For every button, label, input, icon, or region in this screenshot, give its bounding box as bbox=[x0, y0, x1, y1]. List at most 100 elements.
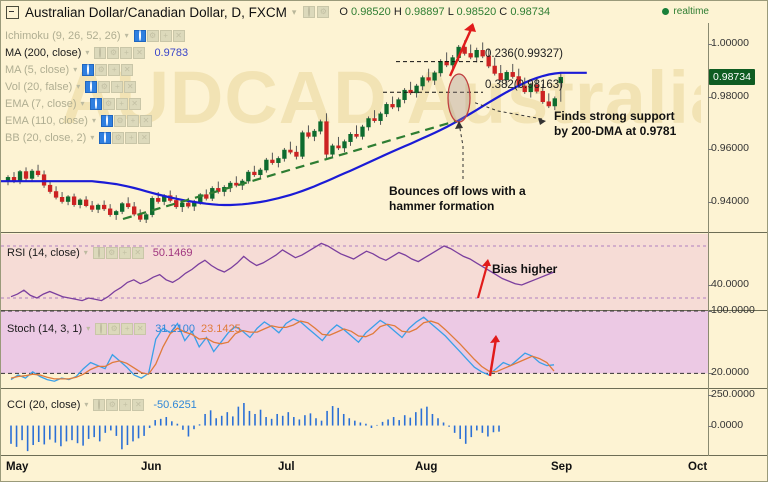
stoch-d-line bbox=[10, 320, 555, 380]
candle-body bbox=[276, 158, 281, 163]
indicator-row[interactable]: EMA (7, close) ▾ ⚙ + ✕ bbox=[5, 95, 188, 112]
add-icon[interactable]: + bbox=[119, 398, 132, 411]
chevron-down-icon[interactable]: ▾ bbox=[80, 99, 85, 108]
close-icon[interactable]: ✕ bbox=[133, 46, 146, 59]
candle-body bbox=[528, 84, 533, 93]
eye-icon[interactable] bbox=[85, 80, 98, 93]
eye-icon[interactable] bbox=[82, 63, 95, 76]
candle-body bbox=[420, 77, 425, 87]
add-icon[interactable]: + bbox=[108, 63, 121, 76]
chart-header: Australian Dollar/Canadian Dollar, D, FX… bbox=[1, 1, 767, 23]
candle-body bbox=[180, 202, 185, 208]
gear-icon[interactable]: ⚙ bbox=[146, 29, 159, 42]
month-label: Jun bbox=[141, 461, 162, 473]
status-dot-icon bbox=[662, 8, 670, 15]
close-icon[interactable]: ✕ bbox=[139, 114, 152, 127]
chevron-down-icon[interactable]: ▾ bbox=[291, 6, 297, 17]
close-icon[interactable]: ✕ bbox=[132, 398, 145, 411]
hammer-annotation-line2: hammer formation bbox=[389, 199, 495, 213]
price-axis-label: 0.94000 bbox=[711, 194, 749, 207]
indicator-row[interactable]: MA (200, close) ▾ ⚙ + ✕ 0.9783 bbox=[5, 44, 188, 61]
close-icon[interactable]: ✕ bbox=[121, 63, 134, 76]
add-icon[interactable]: + bbox=[159, 29, 172, 42]
indicator-row[interactable]: EMA (110, close) ▾ ⚙ + ✕ bbox=[5, 112, 188, 129]
candle-body bbox=[65, 196, 71, 202]
indicator-button-group: ⚙ + ✕ bbox=[100, 114, 152, 127]
close-icon[interactable]: ✕ bbox=[134, 322, 147, 335]
close-icon[interactable]: ✕ bbox=[138, 131, 151, 144]
indicator-button-group: ⚙ + ✕ bbox=[99, 131, 151, 144]
close-icon[interactable]: ✕ bbox=[128, 97, 141, 110]
add-icon[interactable]: + bbox=[126, 114, 139, 127]
add-icon[interactable]: + bbox=[121, 322, 134, 335]
rsi-arrowhead bbox=[482, 259, 491, 266]
candle-body bbox=[101, 204, 107, 210]
indicator-row[interactable]: MA (5, close) ▾ ⚙ + ✕ bbox=[5, 61, 188, 78]
candle-body bbox=[270, 159, 275, 163]
chevron-down-icon[interactable]: ▾ bbox=[91, 116, 96, 125]
gear-icon[interactable]: ⚙ bbox=[112, 131, 125, 144]
chevron-down-icon[interactable]: ▾ bbox=[124, 31, 129, 40]
gear-icon[interactable]: ⚙ bbox=[102, 97, 115, 110]
indicator-row[interactable]: Ichimoku (9, 26, 52, 26) ▾ ⚙ + ✕ bbox=[5, 27, 188, 44]
chevron-down-icon[interactable]: ▾ bbox=[90, 133, 95, 142]
hammer-pointer-arrow bbox=[455, 121, 463, 129]
candle-body bbox=[372, 118, 377, 121]
eye-icon[interactable] bbox=[99, 131, 112, 144]
candle-body bbox=[498, 73, 503, 81]
add-icon[interactable]: + bbox=[125, 131, 138, 144]
candle-body bbox=[522, 85, 527, 93]
close-icon[interactable]: ✕ bbox=[131, 246, 144, 259]
hammer-pointer-line bbox=[458, 122, 464, 179]
indicator-name: EMA (110, close) bbox=[5, 114, 88, 127]
eye-icon[interactable] bbox=[303, 6, 316, 18]
candle-body bbox=[348, 134, 353, 142]
eye-icon[interactable] bbox=[93, 398, 106, 411]
indicator-row[interactable]: BB (20, close, 2) ▾ ⚙ + ✕ bbox=[5, 129, 188, 146]
add-icon[interactable]: + bbox=[115, 97, 128, 110]
gear-icon[interactable]: ⚙ bbox=[108, 322, 121, 335]
gear-icon[interactable]: ⚙ bbox=[317, 6, 330, 18]
month-label: Aug bbox=[415, 461, 438, 473]
gear-icon[interactable]: ⚙ bbox=[95, 63, 108, 76]
gear-icon[interactable]: ⚙ bbox=[113, 114, 126, 127]
candle-body bbox=[204, 194, 209, 199]
gear-icon[interactable]: ⚙ bbox=[98, 80, 111, 93]
candle-body bbox=[360, 126, 365, 137]
eye-icon[interactable] bbox=[133, 29, 146, 42]
gear-icon[interactable]: ⚙ bbox=[105, 246, 118, 259]
axis-tick bbox=[708, 425, 712, 427]
collapse-icon[interactable] bbox=[6, 5, 19, 19]
add-icon[interactable]: + bbox=[111, 80, 124, 93]
eye-icon[interactable] bbox=[92, 246, 105, 259]
add-icon[interactable]: + bbox=[118, 246, 131, 259]
eye-icon[interactable] bbox=[94, 46, 107, 59]
indicator-row[interactable]: Vol (20, false) ▾ ⚙ + ✕ bbox=[5, 78, 188, 95]
rsi-legend: RSI (14, close) ▾ ⚙ + ✕ 50.1469 bbox=[7, 244, 193, 261]
chevron-down-icon[interactable]: ▾ bbox=[73, 65, 78, 74]
rsi-button-group: ⚙ + ✕ bbox=[92, 246, 144, 259]
candle-body bbox=[186, 202, 191, 207]
axis-tick bbox=[708, 395, 712, 397]
eye-icon[interactable] bbox=[95, 322, 108, 335]
candle-body bbox=[324, 121, 329, 155]
gear-icon[interactable]: ⚙ bbox=[107, 46, 120, 59]
gear-icon[interactable]: ⚙ bbox=[106, 398, 119, 411]
support-annotation: Finds strong support by 200-DMA at 0.978… bbox=[554, 109, 676, 139]
chevron-down-icon[interactable]: ▾ bbox=[85, 48, 90, 57]
axis-tick bbox=[708, 201, 712, 203]
chevron-down-icon[interactable]: ▾ bbox=[76, 82, 81, 91]
chevron-down-icon[interactable]: ▾ bbox=[84, 400, 89, 409]
high-value: 0.98897 bbox=[404, 6, 445, 18]
chevron-down-icon[interactable]: ▾ bbox=[83, 248, 88, 257]
close-icon[interactable]: ✕ bbox=[172, 29, 185, 42]
eye-icon[interactable] bbox=[89, 97, 102, 110]
candle-body bbox=[120, 203, 125, 212]
close-icon[interactable]: ✕ bbox=[124, 80, 137, 93]
eye-icon[interactable] bbox=[100, 114, 113, 127]
add-icon[interactable]: + bbox=[120, 46, 133, 59]
sub-axis-label: 250.0000 bbox=[711, 388, 755, 401]
chevron-down-icon[interactable]: ▾ bbox=[86, 324, 91, 333]
sub-axis-label: 0.0000 bbox=[711, 418, 744, 431]
